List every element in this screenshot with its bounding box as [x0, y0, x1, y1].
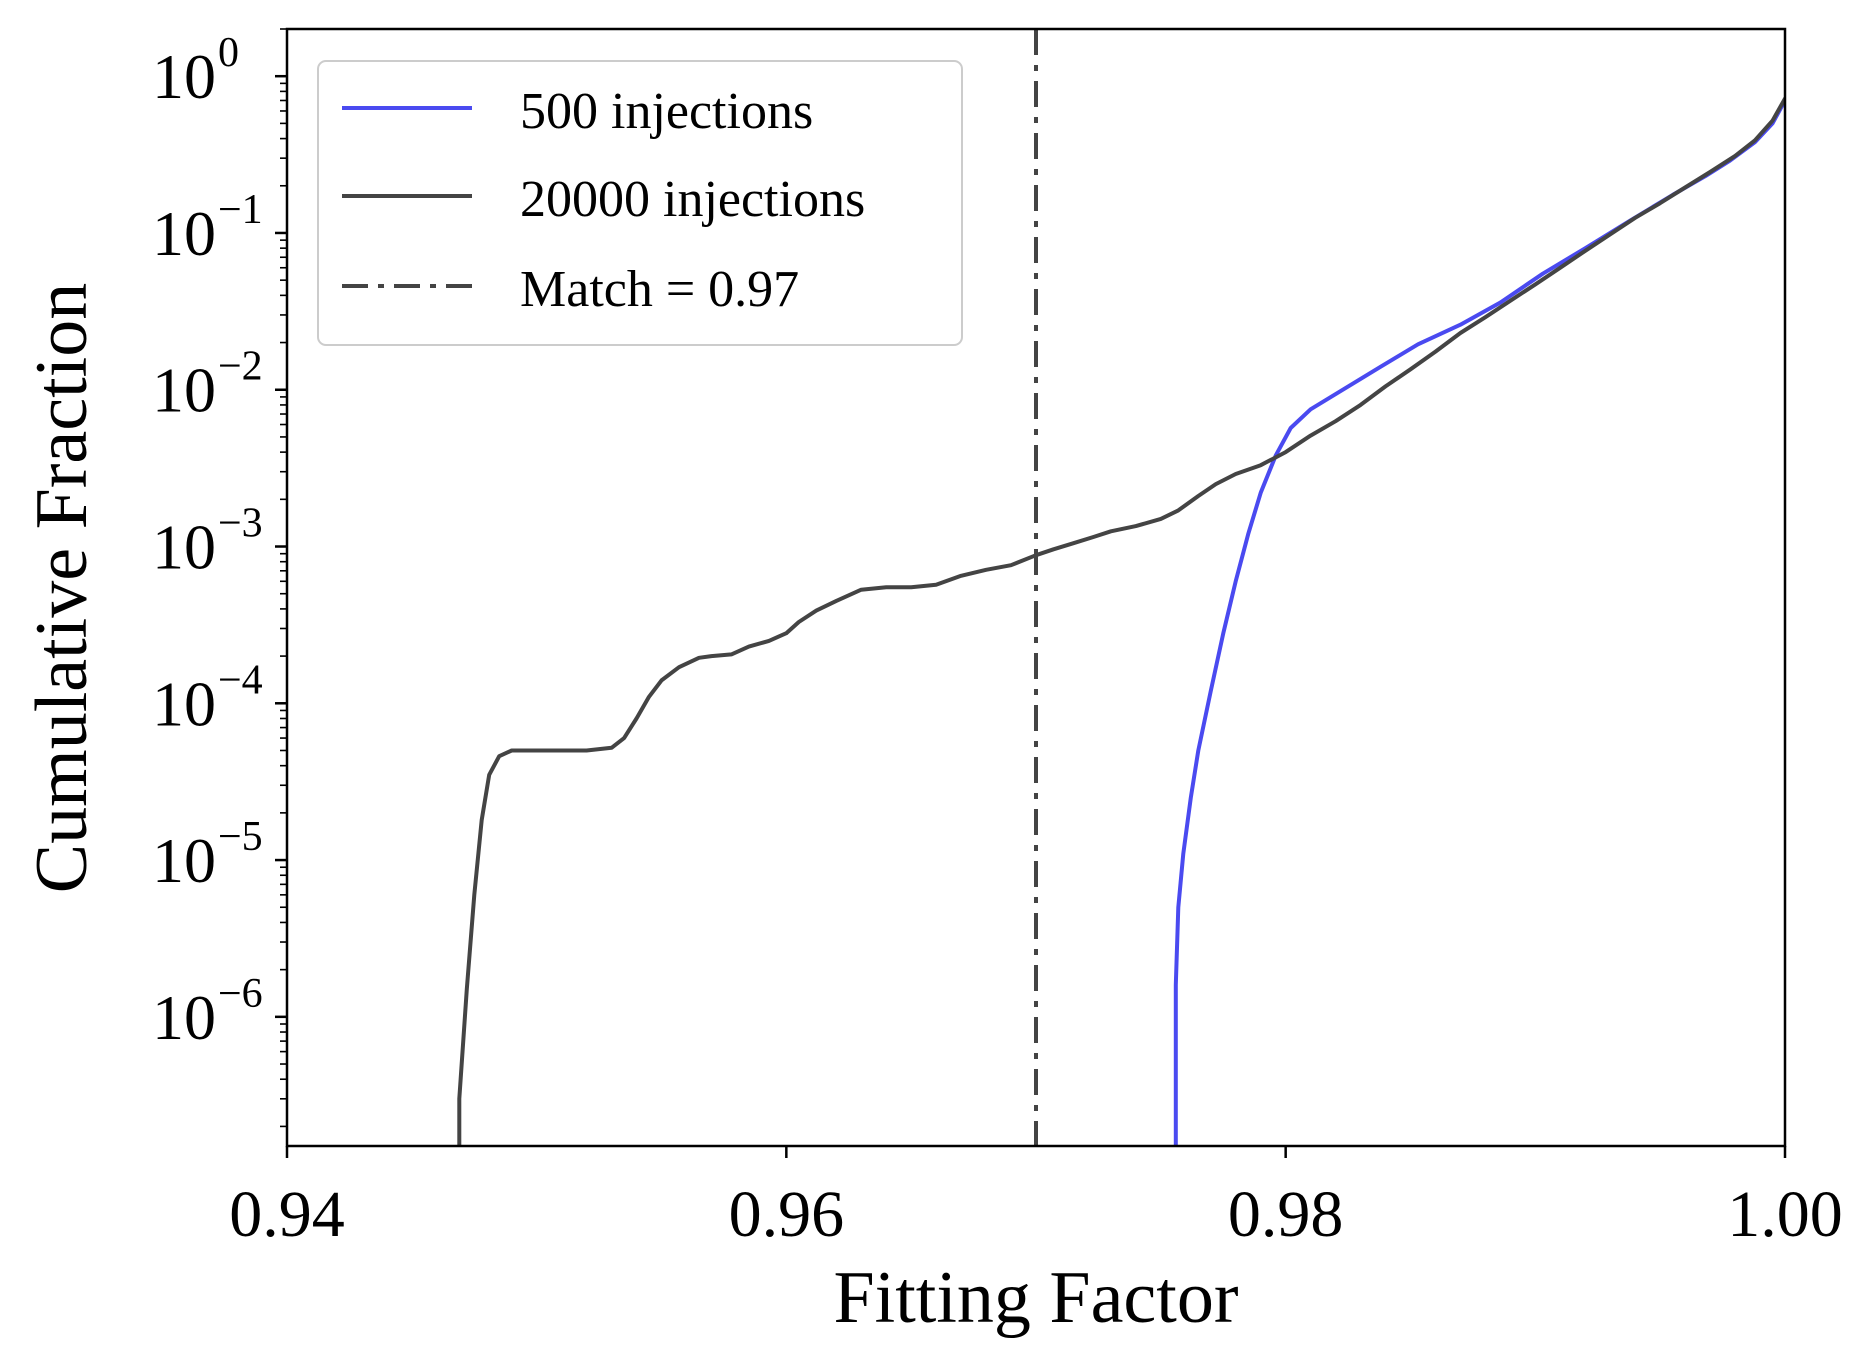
y-tick-label: 10 — [152, 41, 216, 112]
legend-label-match: Match = 0.97 — [520, 261, 799, 318]
y-tick-label: 10 — [152, 668, 216, 739]
y-tick-exponent: −2 — [218, 344, 263, 390]
y-tick-label: 10 — [152, 198, 216, 269]
y-tick-exponent: 0 — [218, 30, 239, 76]
legend-label-500-injections: 500 injections — [520, 83, 813, 140]
y-tick-label: 10 — [152, 982, 216, 1053]
y-tick-exponent: −6 — [218, 971, 263, 1017]
x-axis-label: Fitting Factor — [834, 1257, 1239, 1339]
y-tick-exponent: −4 — [218, 657, 263, 703]
y-tick-label: 10 — [152, 355, 216, 426]
x-ticks: 0.94 0.96 0.98 1.00 — [229, 1146, 1843, 1251]
y-tick-label: 10 — [152, 512, 216, 583]
y-tick-label: 10 — [152, 825, 216, 896]
series-layer — [457, 29, 1785, 1146]
legend-box — [317, 60, 963, 346]
x-tick-label: 1.00 — [1727, 1178, 1843, 1251]
x-tick-label: 0.94 — [229, 1178, 345, 1251]
x-tick-label: 0.98 — [1228, 1178, 1344, 1251]
series-500-injections — [1173, 98, 1785, 1146]
y-tick-exponent: −5 — [218, 814, 263, 860]
x-tick-label: 0.96 — [729, 1178, 845, 1251]
y-tick-exponent: −1 — [218, 187, 263, 233]
y-axis-label: Cumulative Fraction — [21, 283, 103, 893]
plot-frame — [285, 27, 1787, 1148]
y-tick-exponent: −3 — [218, 501, 263, 547]
y-minor-ticks — [280, 28, 287, 1128]
legend-label-20000-injections: 20000 injections — [520, 171, 865, 228]
legend: 500 injections 20000 injections Match = … — [317, 60, 963, 346]
